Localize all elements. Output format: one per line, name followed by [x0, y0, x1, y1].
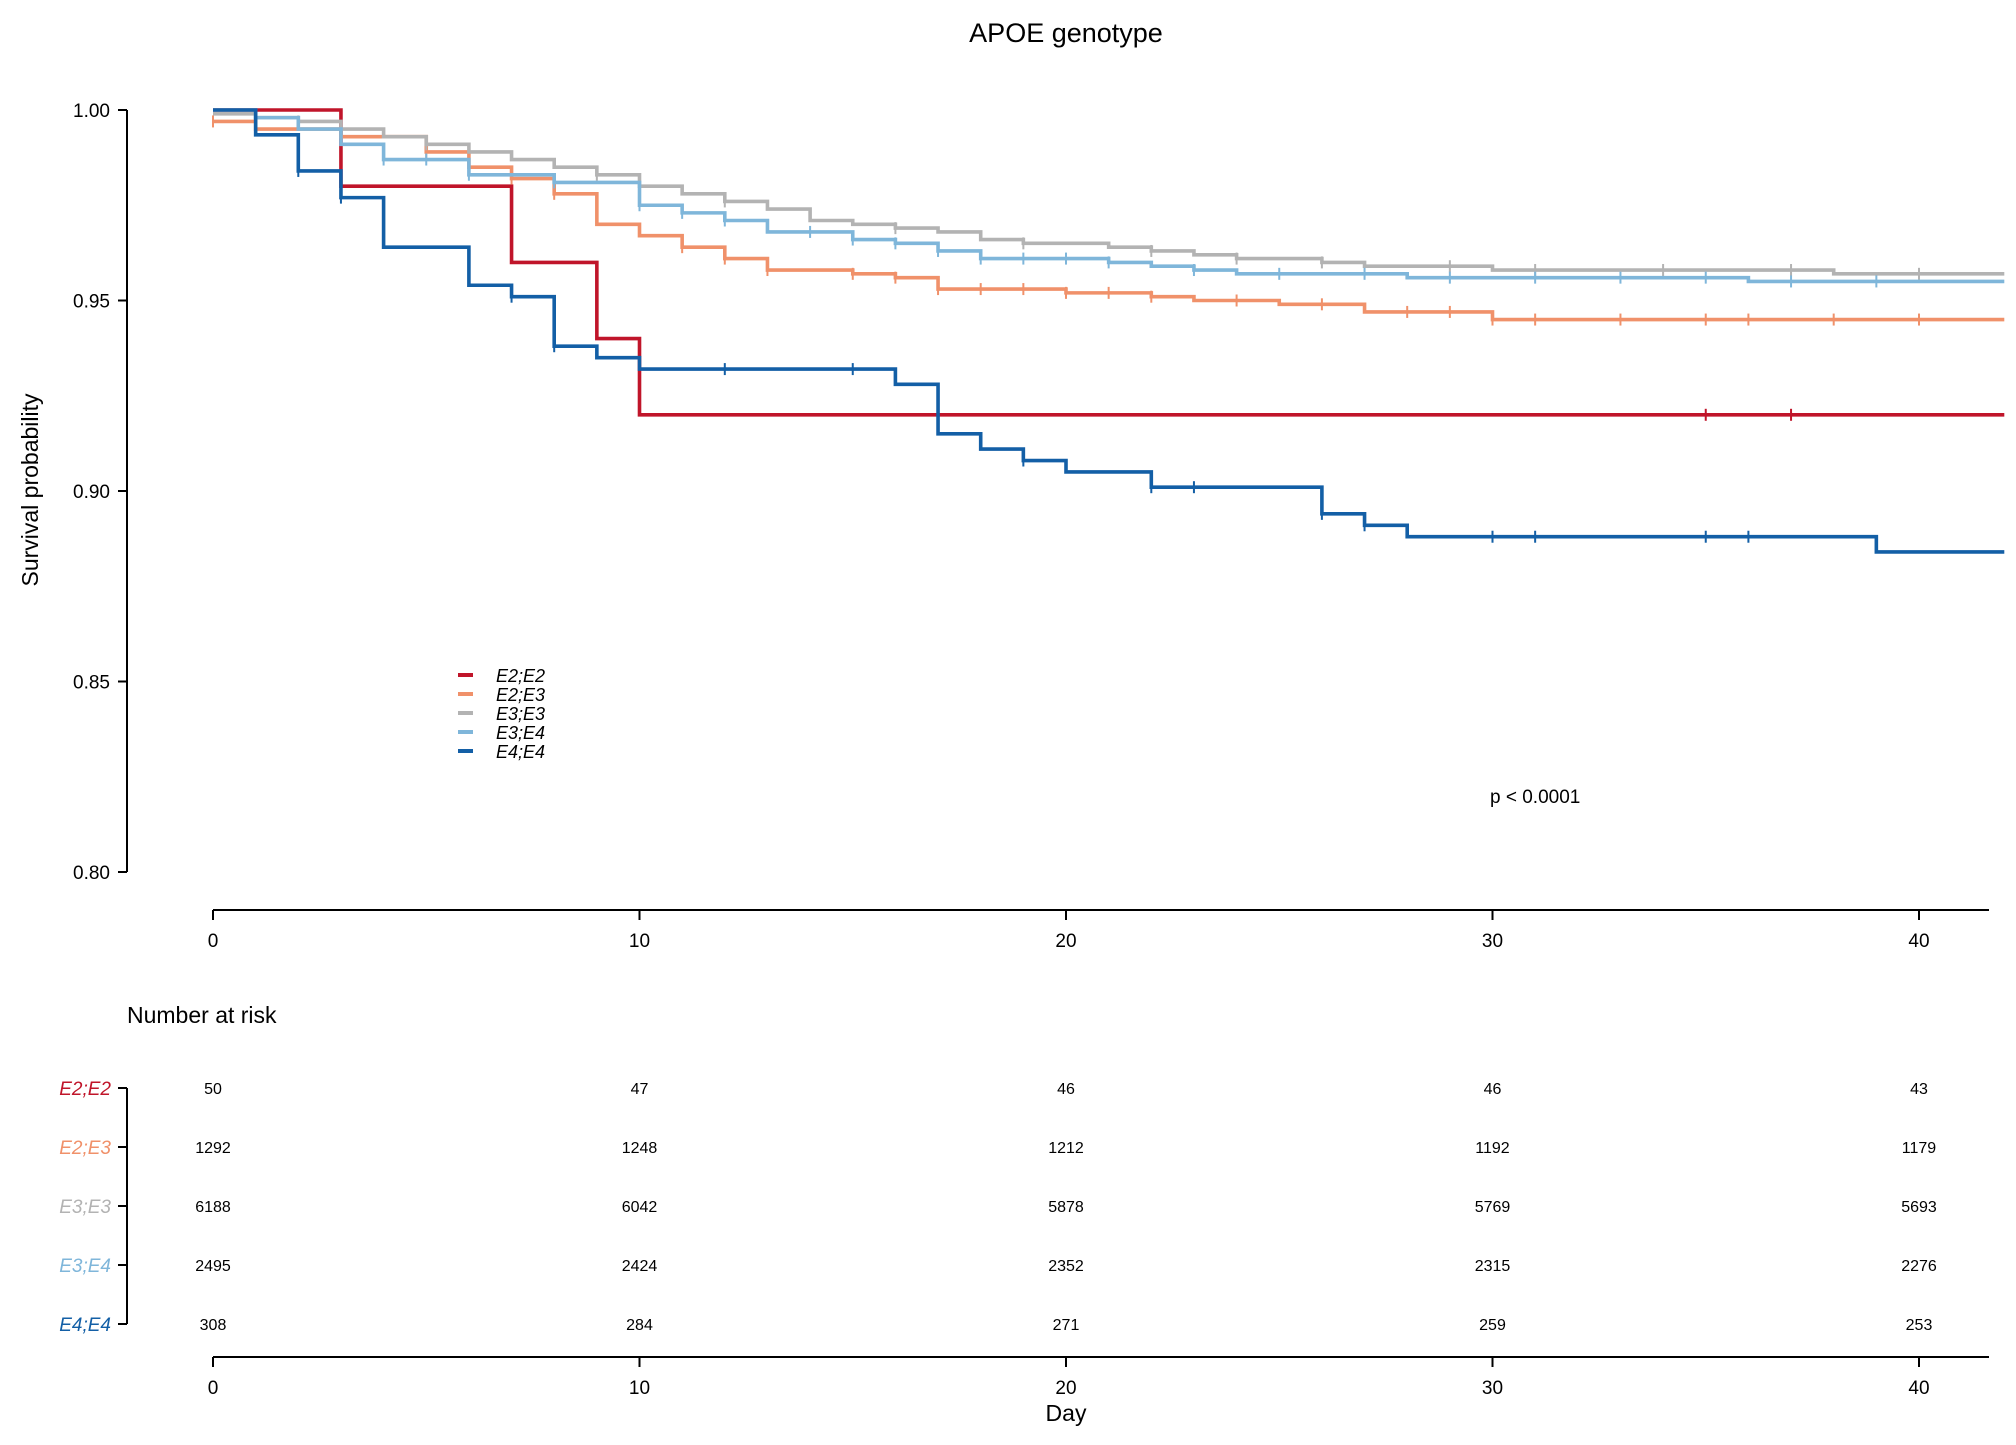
p-value-annotation: p < 0.0001	[1490, 787, 1580, 808]
risk-cell: 1292	[195, 1140, 231, 1157]
risk-x-axis-tick-label: 0	[208, 1378, 219, 1399]
y-axis-label: Survival probability	[17, 393, 43, 587]
survival-curves	[212, 108, 2005, 554]
risk-cell: 47	[631, 1081, 649, 1098]
risk-cell: 2276	[1901, 1258, 1937, 1275]
risk-cell: 6042	[622, 1199, 658, 1216]
risk-row: E2;E3 1292 1248 1212 1192 1179	[59, 1138, 1936, 1159]
risk-x-axis-tick-label: 30	[1482, 1378, 1503, 1399]
risk-cell: 2315	[1475, 1258, 1511, 1275]
risk-cell: 5769	[1475, 1199, 1511, 1216]
y-tick-label: 0.95	[73, 292, 110, 313]
risk-x-axis-tick-label: 10	[629, 1378, 650, 1399]
x-axis-tick-label: 10	[629, 931, 650, 952]
legend-item: E3;E4	[458, 723, 545, 743]
risk-cell: 259	[1479, 1317, 1506, 1334]
x-axis-tick-label: 0	[208, 931, 219, 952]
risk-cell: 50	[204, 1081, 222, 1098]
risk-row-label: E3;E4	[59, 1256, 111, 1277]
risk-cell: 1179	[1902, 1140, 1937, 1157]
risk-cell: 46	[1484, 1081, 1502, 1098]
legend-item: E2;E3	[458, 685, 545, 705]
x-axis-tick-label: 20	[1055, 931, 1076, 952]
legend-label: E3;E3	[496, 704, 545, 724]
legend-label: E3;E4	[496, 723, 545, 743]
legend-item: E3;E3	[458, 704, 545, 724]
series-e2-e2	[213, 108, 2005, 421]
y-axis: 0.80 0.85 0.90 0.95 1.00	[73, 101, 128, 884]
risk-table: E2;E2 50 47 46 46 43 E2;E3 1292 1248 1212 1192 1179…	[59, 1079, 1937, 1336]
y-tick-label: 0.80	[73, 863, 110, 884]
risk-table-x-axis: 0 10 20 30 40	[208, 1356, 1989, 1399]
x-axis-tick-label: 30	[1482, 931, 1503, 952]
risk-cell: 271	[1053, 1317, 1080, 1334]
risk-cell: 1248	[622, 1140, 658, 1157]
legend-label: E2;E2	[496, 666, 545, 686]
risk-row-label: E2;E3	[59, 1138, 111, 1159]
risk-cell: 1192	[1475, 1140, 1510, 1157]
risk-cell: 46	[1057, 1081, 1075, 1098]
risk-cell: 1212	[1048, 1140, 1084, 1157]
chart-title: APOE genotype	[969, 18, 1163, 48]
risk-row-label: E3;E3	[59, 1197, 111, 1218]
y-tick-label: 0.85	[73, 673, 110, 694]
x-axis: 0 10 20 30 40	[208, 909, 1989, 952]
series-e3-e4	[213, 108, 2005, 288]
risk-x-axis-tick-label: 40	[1908, 1378, 1929, 1399]
series-e2-e3	[212, 115, 2005, 326]
survival-curve	[213, 108, 2005, 284]
risk-cell: 284	[626, 1317, 653, 1334]
risk-cell: 5693	[1901, 1199, 1937, 1216]
series-e3-e3	[213, 112, 2005, 280]
series-e4-e4	[213, 108, 2005, 554]
x-axis-label: Day	[1046, 1400, 1087, 1426]
y-tick-label: 0.90	[73, 482, 110, 503]
legend-item: E4;E4	[458, 742, 545, 762]
risk-cell: 2352	[1048, 1258, 1084, 1275]
risk-table-title: Number at risk	[127, 1002, 277, 1028]
risk-row: E4;E4 308 284 271 259 253	[59, 1315, 1932, 1336]
legend-label: E2;E3	[496, 685, 545, 705]
x-axis-tick-label: 40	[1908, 931, 1929, 952]
survival-curve	[213, 119, 2005, 322]
risk-row-label: E2;E2	[59, 1079, 111, 1100]
survival-curve	[213, 108, 2005, 417]
risk-cell: 2495	[195, 1258, 231, 1275]
risk-cell: 2424	[622, 1258, 658, 1275]
survival-curve	[213, 112, 2005, 276]
risk-row: E3;E3 6188 6042 5878 5769 5693	[59, 1197, 1937, 1218]
risk-cell: 5878	[1048, 1199, 1084, 1216]
risk-row-label: E4;E4	[59, 1315, 111, 1336]
risk-x-axis-tick-label: 20	[1055, 1378, 1076, 1399]
risk-cell: 43	[1910, 1081, 1928, 1098]
risk-cell: 253	[1906, 1317, 1933, 1334]
legend-item: E2;E2	[458, 666, 545, 686]
y-tick-label: 1.00	[73, 101, 110, 122]
risk-cell: 6188	[195, 1199, 231, 1216]
legend-label: E4;E4	[496, 742, 545, 762]
risk-row: E3;E4 2495 2424 2352 2315 2276	[59, 1256, 1937, 1277]
risk-cell: 308	[200, 1317, 227, 1334]
survival-curve	[213, 108, 2005, 554]
risk-row: E2;E2 50 47 46 46 43	[59, 1079, 1928, 1100]
